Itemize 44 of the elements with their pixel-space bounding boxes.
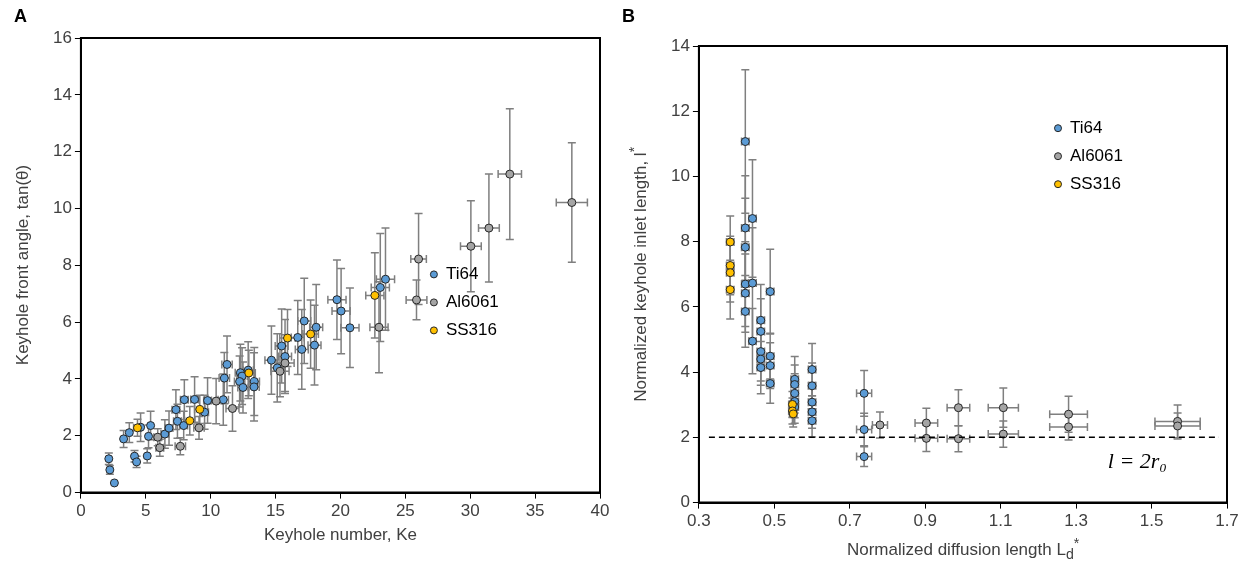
x-tick-label: 15 [266, 501, 286, 521]
y-tick-label: 8 [62, 254, 72, 274]
y-tick-label: 2 [680, 427, 690, 447]
legend-label: Ti64 [445, 264, 479, 284]
x-tick-label: 1.7 [1215, 511, 1239, 531]
y-axis-title: Keyhole front angle, tan(θ) [13, 165, 34, 366]
y-tick-label: 16 [52, 27, 72, 47]
chart-title: B [622, 6, 635, 27]
y-tick-label: 10 [670, 166, 690, 186]
y-tick-label: 4 [62, 368, 72, 388]
x-tick-label: 0.9 [913, 511, 938, 531]
x-tick-label: 0.3 [687, 511, 711, 531]
x-tick-label: 10 [201, 501, 221, 521]
y-tick-label: 8 [680, 231, 690, 251]
x-tick-label: 0 [76, 501, 86, 521]
x-tick-label: 20 [330, 501, 350, 521]
chart-title: A [14, 6, 27, 27]
legend-label: Ti64 [1070, 117, 1103, 137]
y-tick-label: 4 [680, 361, 690, 381]
x-tick-label: 25 [395, 501, 415, 521]
x-tick-label: 40 [590, 501, 610, 521]
y-tick-label: 12 [670, 100, 690, 120]
legend-label: Al6061 [445, 292, 499, 312]
ref-line-label: l = 2r₀ [1107, 448, 1167, 474]
y-tick-label: 12 [52, 141, 72, 161]
y-tick-label: 0 [62, 482, 72, 502]
y-tick-label: 10 [52, 198, 72, 218]
x-tick-label: 30 [460, 501, 480, 521]
y-tick-label: 14 [670, 35, 690, 55]
x-tick-label: 1.3 [1064, 511, 1088, 531]
x-tick-label: 35 [525, 501, 545, 521]
x-tick-label: 5 [141, 501, 151, 521]
x-tick-label: 0.7 [837, 511, 862, 531]
x-tick-label: 1.5 [1139, 511, 1164, 531]
x-tick-label: 0.5 [762, 511, 787, 531]
y-tick-label: 6 [680, 296, 690, 316]
legend-label: SS316 [1070, 173, 1122, 193]
x-tick-label: 1.1 [988, 511, 1013, 531]
y-tick-label: 2 [62, 425, 72, 445]
x-axis-title: Keyhole number, Ke [263, 524, 418, 545]
y-tick-label: 6 [62, 311, 72, 331]
y-tick-label: 14 [52, 84, 72, 104]
legend-label: SS316 [445, 320, 497, 340]
legend-label: Al6061 [1070, 145, 1123, 165]
